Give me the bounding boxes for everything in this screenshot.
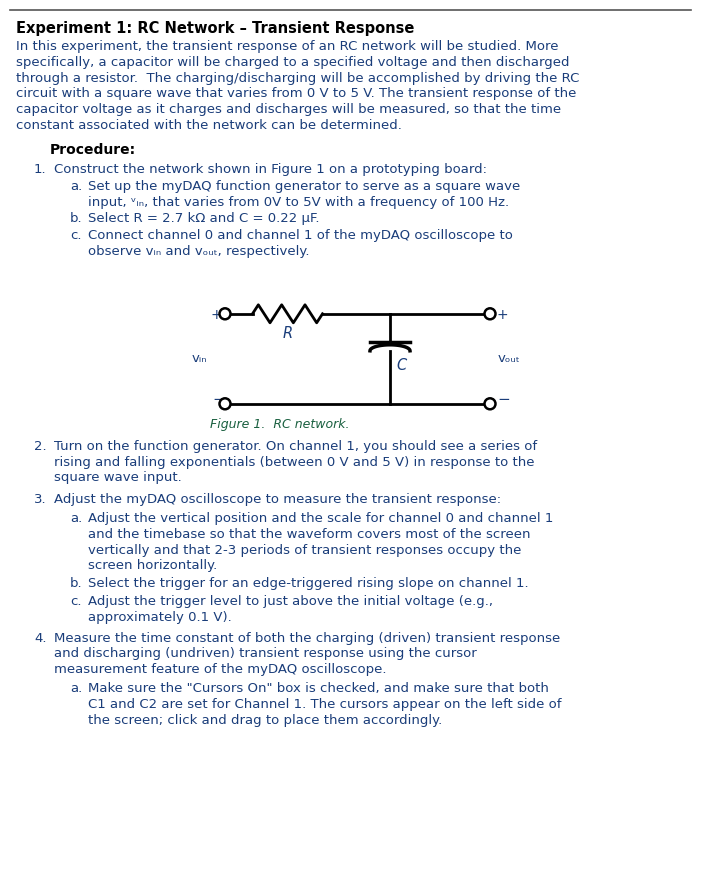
Text: −: − bbox=[497, 392, 510, 407]
Text: the screen; click and drag to place them accordingly.: the screen; click and drag to place them… bbox=[88, 714, 442, 726]
Text: screen horizontally.: screen horizontally. bbox=[88, 560, 217, 572]
Text: vertically and that 2-3 periods of transient responses occupy the: vertically and that 2-3 periods of trans… bbox=[88, 544, 522, 556]
Text: Make sure the "Cursors On" box is checked, and make sure that both: Make sure the "Cursors On" box is checke… bbox=[88, 682, 549, 695]
Text: b.: b. bbox=[70, 577, 83, 590]
Text: circuit with a square wave that varies from 0 V to 5 V. The transient response o: circuit with a square wave that varies f… bbox=[16, 88, 576, 101]
Text: Procedure:: Procedure: bbox=[50, 143, 136, 157]
Text: Adjust the trigger level to just above the initial voltage (e.g.,: Adjust the trigger level to just above t… bbox=[88, 595, 493, 608]
Text: 2.: 2. bbox=[34, 440, 47, 453]
Text: specifically, a capacitor will be charged to a specified voltage and then discha: specifically, a capacitor will be charge… bbox=[16, 56, 569, 69]
Text: +: + bbox=[210, 307, 222, 321]
Text: vᵢₙ: vᵢₙ bbox=[191, 352, 207, 365]
Text: 4.: 4. bbox=[34, 632, 46, 645]
Text: Adjust the myDAQ oscilloscope to measure the transient response:: Adjust the myDAQ oscilloscope to measure… bbox=[54, 493, 501, 506]
Text: capacitor voltage as it charges and discharges will be measured, so that the tim: capacitor voltage as it charges and disc… bbox=[16, 103, 561, 117]
Text: Turn on the function generator. On channel 1, you should see a series of: Turn on the function generator. On chann… bbox=[54, 440, 537, 453]
Circle shape bbox=[219, 399, 231, 409]
Text: In this experiment, the transient response of an RC network will be studied. Mor: In this experiment, the transient respon… bbox=[16, 40, 559, 53]
Text: Connect channel 0 and channel 1 of the myDAQ oscilloscope to: Connect channel 0 and channel 1 of the m… bbox=[88, 230, 513, 242]
Text: constant associated with the network can be determined.: constant associated with the network can… bbox=[16, 119, 402, 132]
Text: a.: a. bbox=[70, 682, 82, 695]
Text: b.: b. bbox=[70, 212, 83, 225]
Circle shape bbox=[484, 308, 496, 319]
Circle shape bbox=[484, 399, 496, 409]
Circle shape bbox=[219, 308, 231, 319]
Text: square wave input.: square wave input. bbox=[54, 471, 182, 484]
Text: c.: c. bbox=[70, 230, 81, 242]
Text: a.: a. bbox=[70, 512, 82, 525]
Text: Construct the network shown in Figure 1 on a prototyping board:: Construct the network shown in Figure 1 … bbox=[54, 163, 487, 176]
Text: input, ᵛᵢₙ, that varies from 0V to 5V with a frequency of 100 Hz.: input, ᵛᵢₙ, that varies from 0V to 5V wi… bbox=[88, 195, 509, 208]
Text: c.: c. bbox=[70, 595, 81, 608]
Text: 1.: 1. bbox=[34, 163, 47, 176]
Text: R: R bbox=[283, 326, 292, 341]
Text: C: C bbox=[396, 358, 407, 373]
Text: +: + bbox=[497, 307, 509, 321]
Text: Adjust the vertical position and the scale for channel 0 and channel 1: Adjust the vertical position and the sca… bbox=[88, 512, 553, 525]
Text: a.: a. bbox=[70, 180, 82, 193]
Text: and the timebase so that the waveform covers most of the screen: and the timebase so that the waveform co… bbox=[88, 528, 531, 540]
Text: 3.: 3. bbox=[34, 493, 47, 506]
Text: C1 and C2 are set for Channel 1. The cursors appear on the left side of: C1 and C2 are set for Channel 1. The cur… bbox=[88, 698, 562, 710]
Text: measurement feature of the myDAQ oscilloscope.: measurement feature of the myDAQ oscillo… bbox=[54, 663, 386, 676]
Text: rising and falling exponentials (between 0 V and 5 V) in response to the: rising and falling exponentials (between… bbox=[54, 456, 534, 469]
Text: Set up the myDAQ function generator to serve as a square wave: Set up the myDAQ function generator to s… bbox=[88, 180, 520, 193]
Text: approximately 0.1 V).: approximately 0.1 V). bbox=[88, 611, 232, 624]
Text: Select the trigger for an edge-triggered rising slope on channel 1.: Select the trigger for an edge-triggered… bbox=[88, 577, 529, 590]
Text: and discharging (undriven) transient response using the cursor: and discharging (undriven) transient res… bbox=[54, 647, 477, 661]
Text: vₒᵤₜ: vₒᵤₜ bbox=[498, 352, 521, 365]
Text: −: − bbox=[212, 392, 225, 407]
Text: Select R = 2.7 kΩ and C = 0.22 μF.: Select R = 2.7 kΩ and C = 0.22 μF. bbox=[88, 212, 320, 225]
Text: through a resistor.  The charging/discharging will be accomplished by driving th: through a resistor. The charging/dischar… bbox=[16, 72, 579, 85]
Text: Figure 1.  RC network.: Figure 1. RC network. bbox=[210, 418, 350, 431]
Text: Measure the time constant of both the charging (driven) transient response: Measure the time constant of both the ch… bbox=[54, 632, 560, 645]
Text: Experiment 1: RC Network – Transient Response: Experiment 1: RC Network – Transient Res… bbox=[16, 21, 414, 36]
Text: observe vᵢₙ and vₒᵤₜ, respectively.: observe vᵢₙ and vₒᵤₜ, respectively. bbox=[88, 245, 310, 258]
